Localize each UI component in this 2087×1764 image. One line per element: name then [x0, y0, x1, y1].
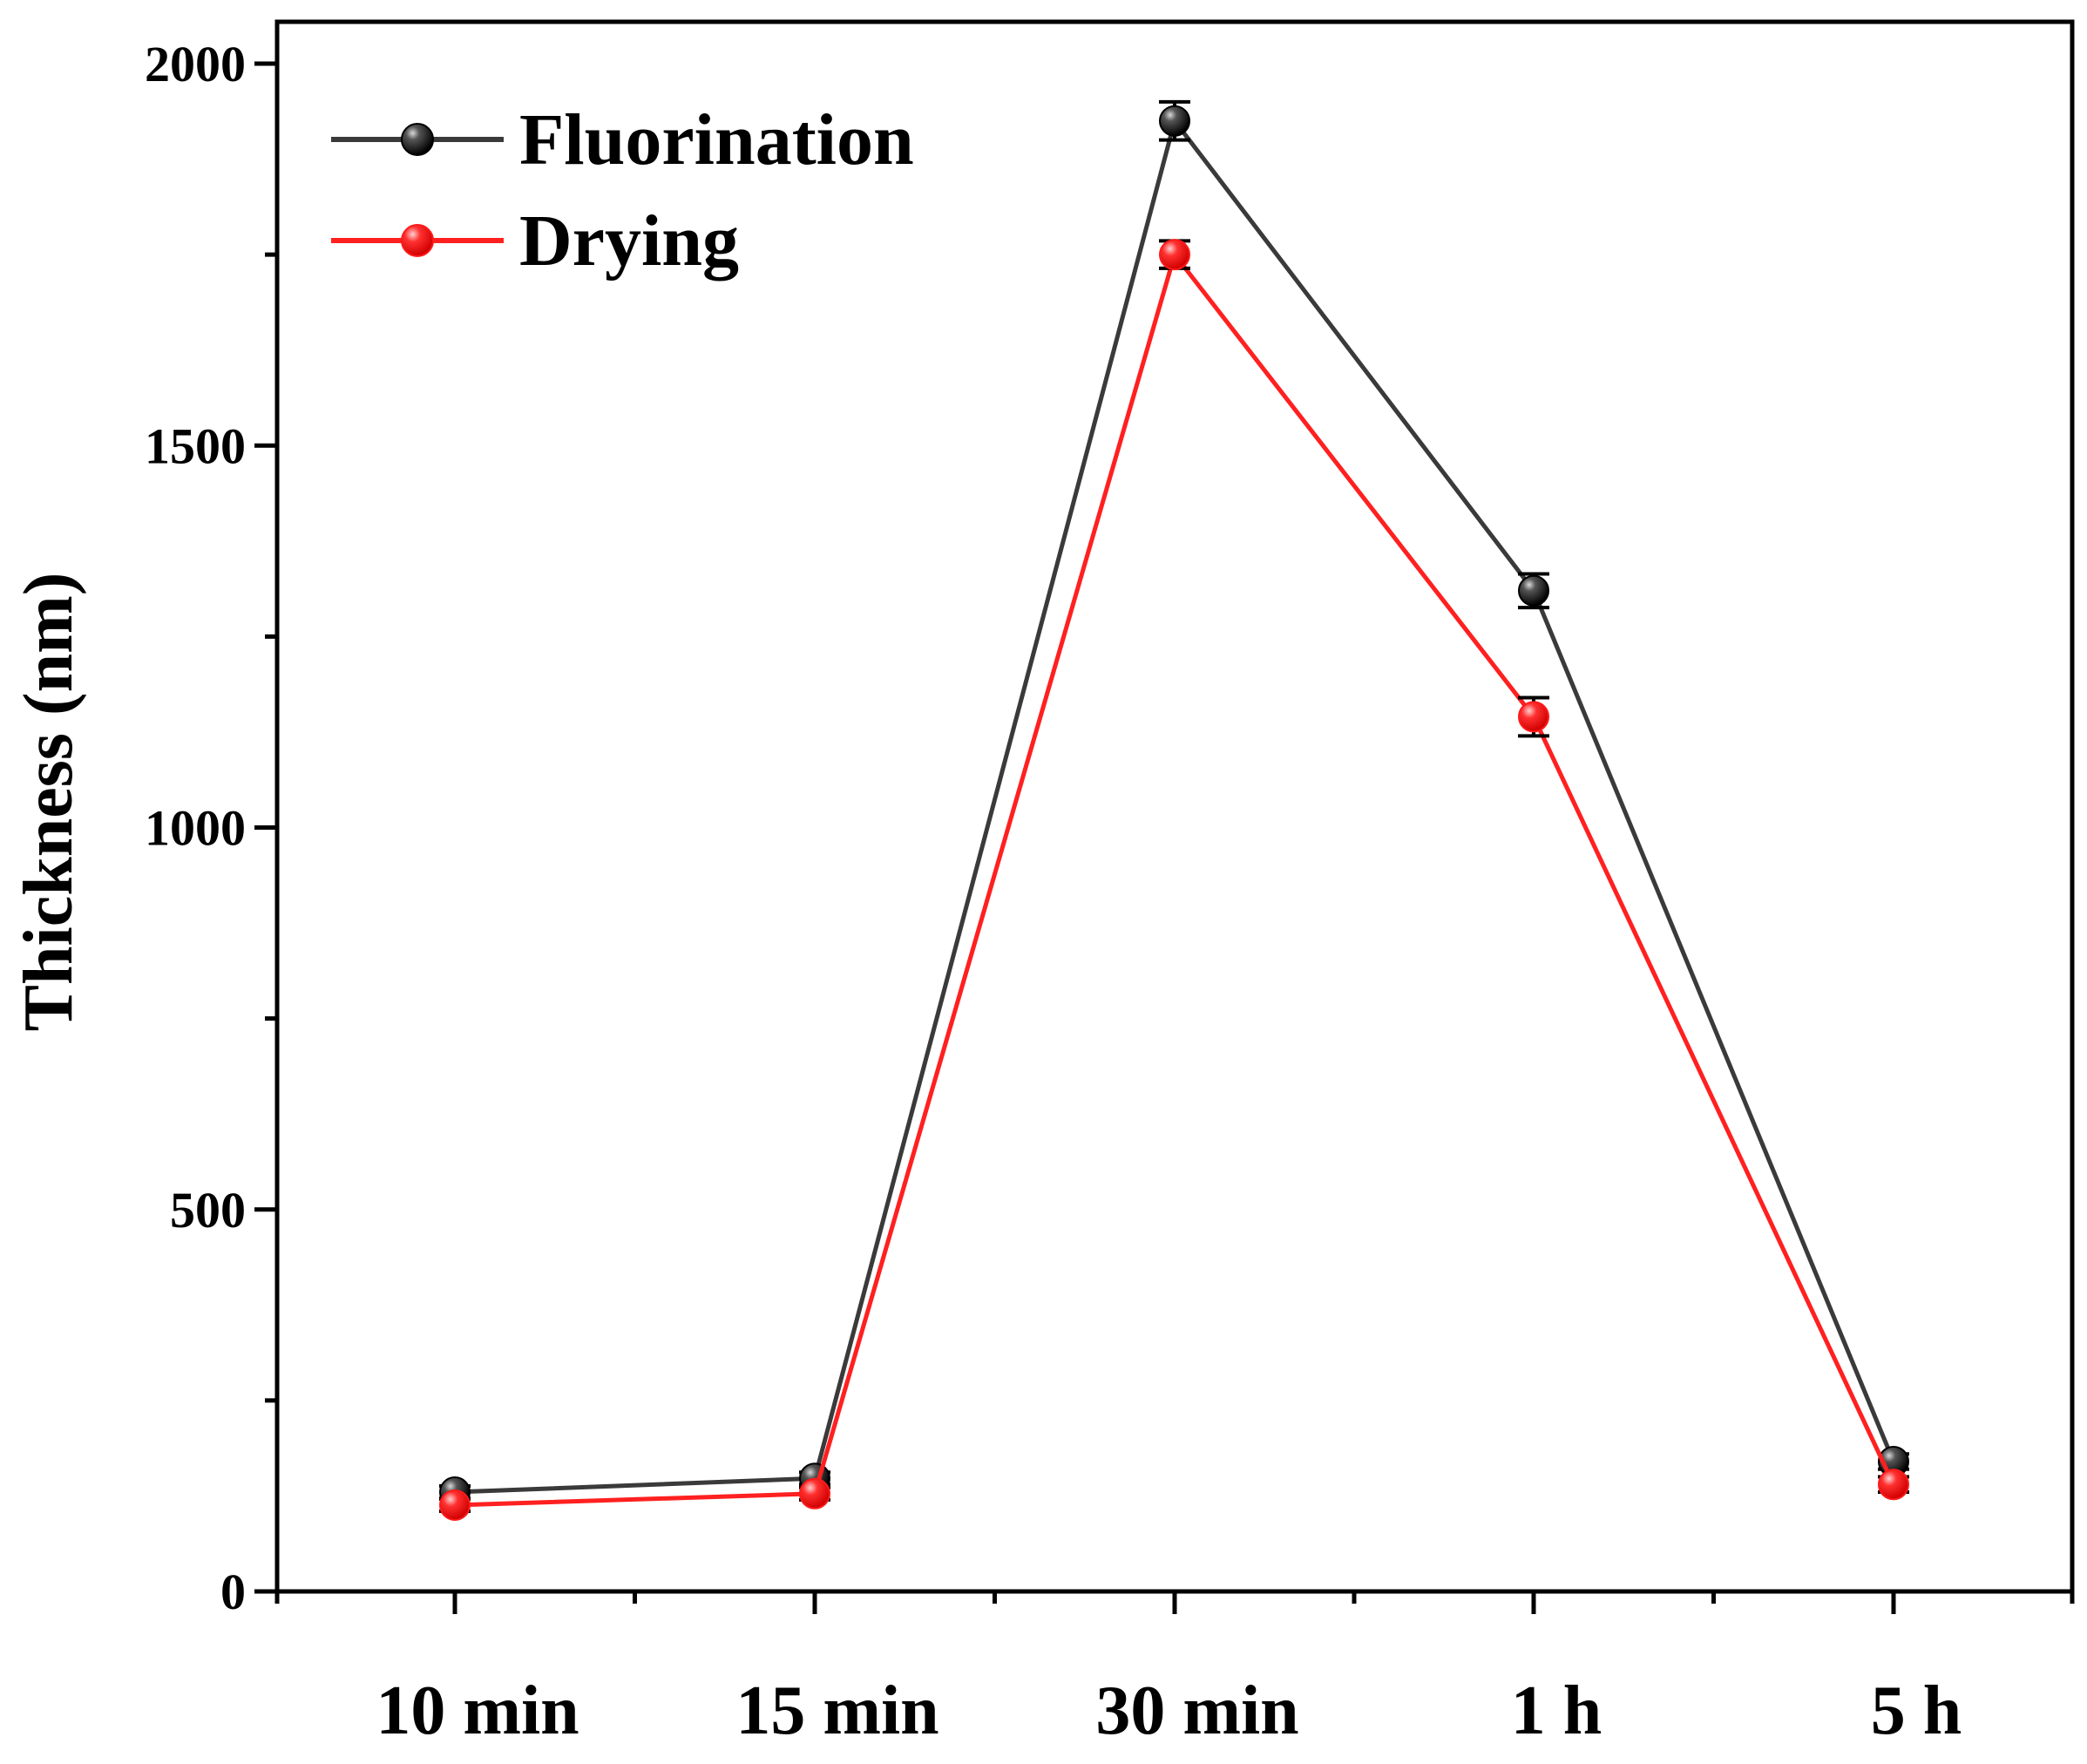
- y-tick-label: 500: [170, 1182, 246, 1238]
- y-tick-label: 0: [220, 1564, 246, 1620]
- data-point: [1159, 239, 1190, 271]
- data-point: [439, 1489, 471, 1521]
- x-tick-label: 5 h: [1871, 1672, 1962, 1749]
- y-tick-label: 2000: [145, 36, 246, 92]
- legend-item-fluorination: Fluorination: [331, 99, 914, 180]
- data-point: [1878, 1469, 1909, 1501]
- series-drying: [439, 239, 1909, 1521]
- legend-label: Fluorination: [519, 99, 914, 180]
- legend-marker: [401, 224, 434, 257]
- data-point: [1518, 574, 1549, 607]
- data-point: [1159, 105, 1190, 137]
- legend: Fluorination Drying: [331, 99, 914, 282]
- series-fluorination: [439, 99, 1909, 1509]
- x-tick-label: 1 h: [1511, 1672, 1603, 1749]
- series-line: [454, 119, 1896, 1495]
- series-line: [454, 252, 1896, 1508]
- series-layer: [439, 99, 1909, 1521]
- y-tick-label: 1000: [145, 800, 246, 857]
- data-point: [799, 1477, 830, 1510]
- legend-item-drying: Drying: [331, 200, 739, 282]
- y-tick-label: 1500: [145, 417, 246, 474]
- x-tick-label: 10 min: [376, 1672, 579, 1749]
- y-axis-title: Thickness (nm): [10, 573, 87, 1032]
- legend-label: Drying: [519, 200, 739, 282]
- x-tick-label: 15 min: [735, 1672, 938, 1749]
- legend-marker: [401, 123, 434, 156]
- data-point: [1518, 701, 1549, 733]
- x-tick-label: 30 min: [1095, 1672, 1298, 1749]
- y-axis: 0 500 1000 1500 2000: [145, 36, 277, 1620]
- x-axis: 10 min 15 min 30 min 1 h 5 h: [274, 1591, 2075, 1749]
